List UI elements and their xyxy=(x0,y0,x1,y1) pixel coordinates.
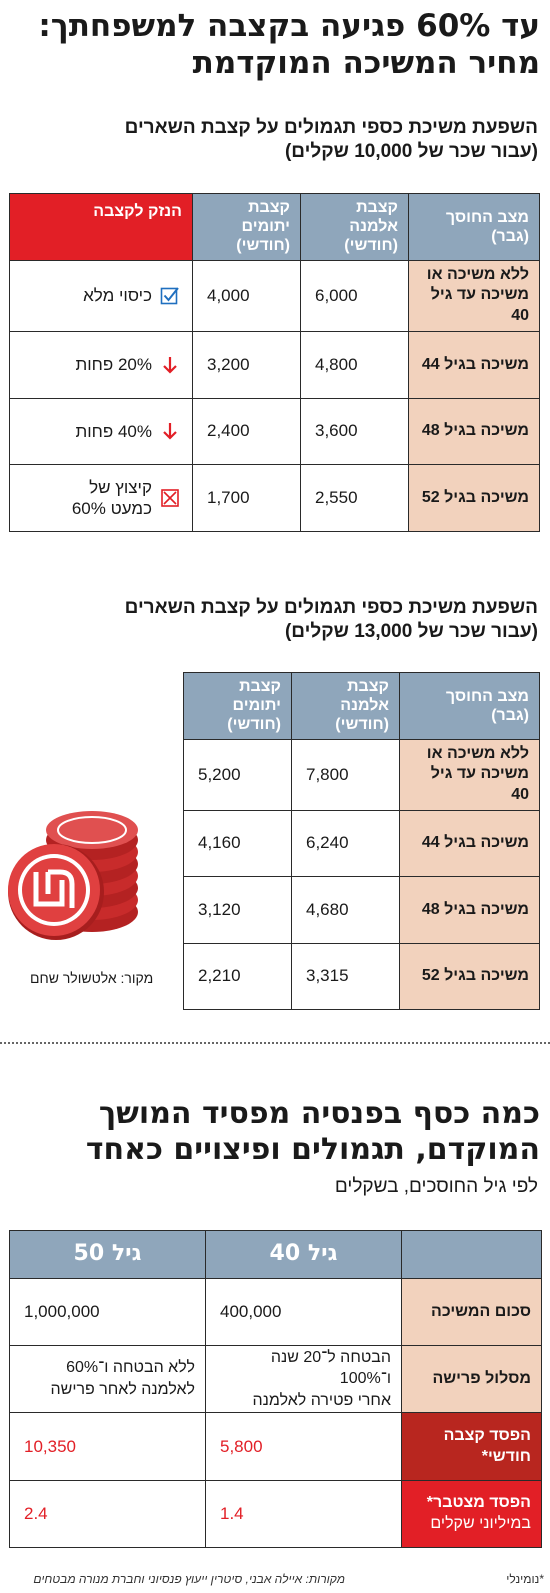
monthly-loss-age50: 10,350 xyxy=(9,1412,206,1481)
widow-value: 4,680 xyxy=(291,875,400,944)
track-label: מסלול פרישה xyxy=(401,1345,542,1413)
track-age40: הבטחה ל־20 שנה ו־100% אחרי פטירה לאלמנה xyxy=(205,1345,402,1413)
damage-text: כיסוי מלא xyxy=(83,286,152,306)
table1: מצב החוסך (גבר) קצבת אלמנה (חודשי) קצבת ית… xyxy=(9,193,540,532)
orphans-value: 4,000 xyxy=(192,259,301,332)
footer-sources: מקורות: איילה אבני, סיטרין ייעוץ פנסיוני… xyxy=(33,1572,345,1586)
table3-header-age40: גיל 40 xyxy=(205,1230,402,1279)
table1-subtitle: השפעת משיכת כספי תגמולים על קצבת השארים … xyxy=(10,116,538,164)
row-status: משיכה בגיל 48 xyxy=(399,875,540,944)
main-title: עד 60% פגיעה בקצבה למשפחתך: מחיר המשיכה … xyxy=(10,8,540,82)
table2-subtitle-line2: (עבור שכר של 13,000 שקלים) xyxy=(284,620,538,642)
damage-cell: 40% פחות xyxy=(9,397,193,465)
section3-subtitle: לפי גיל החוסכים, בשקלים xyxy=(334,1176,538,1197)
table1-subtitle-line1: השפעת משיכת כספי תגמולים על קצבת השארים xyxy=(124,117,538,138)
widow-value: 2,550 xyxy=(300,463,409,532)
cumulative-loss-label: הפסד מצטבר* במיליוני שקלים xyxy=(401,1480,542,1548)
table3: גיל 40 גיל 50 סכום המשיכה 400,000 1,000,… xyxy=(9,1230,542,1548)
track-age50: ללא הבטחה ו־60% לאלמנה לאחר פרישה xyxy=(9,1345,206,1413)
main-title-line2: מחיר המשיכה המוקדמת xyxy=(192,45,540,82)
footer-note: *נומינלי xyxy=(506,1572,544,1586)
table2-header-status: מצב החוסך (גבר) xyxy=(399,672,540,740)
orphans-value: 4,160 xyxy=(183,809,292,877)
table1-header-row: מצב החוסך (גבר) קצבת אלמנה (חודשי) קצבת ית… xyxy=(9,193,540,261)
table2-subtitle-line1: השפעת משיכת כספי תגמולים על קצבת השארים xyxy=(124,597,538,618)
amount-label: סכום המשיכה xyxy=(401,1278,542,1346)
monthly-loss-label: הפסד קצבה חודשי* xyxy=(401,1412,542,1481)
table-row: הפסד קצבה חודשי* 5,800 10,350 xyxy=(9,1412,542,1481)
section3-title-line1: כמה כסף בפנסיה מפסיד המושך xyxy=(98,1096,540,1131)
monthly-loss-age40: 5,800 xyxy=(205,1412,402,1481)
damage-text: 20% פחות xyxy=(75,355,152,375)
table3-header-age50: גיל 50 xyxy=(9,1230,206,1279)
table2-header-row: מצב החוסך (גבר) קצבת אלמנה (חודשי) קצבת ית… xyxy=(183,672,540,740)
section3-title-line2: המוקדם, תגמולים ופיצויים כאחד xyxy=(85,1132,540,1167)
row-status: משיכה בגיל 52 xyxy=(399,942,540,1010)
table-row: משיכה בגיל 48 4,680 3,120 xyxy=(183,875,540,944)
table-row: משיכה בגיל 44 4,800 3,200 20% פחות xyxy=(9,330,540,399)
table-row: משיכה בגיל 48 3,600 2,400 40% פחות xyxy=(9,397,540,465)
orphans-value: 1,700 xyxy=(192,463,301,532)
table3-header-empty xyxy=(401,1230,542,1279)
orphans-value: 5,200 xyxy=(183,738,292,811)
table-row: מסלול פרישה הבטחה ל־20 שנה ו־100% אחרי פט… xyxy=(9,1345,542,1413)
table-row: סכום המשיכה 400,000 1,000,000 xyxy=(9,1278,542,1346)
row-status: ללא משיכה או משיכה עד גיל 40 xyxy=(399,738,540,811)
orphans-value: 2,210 xyxy=(183,942,292,1010)
down-arrow-icon xyxy=(163,423,177,441)
table1-header-status: מצב החוסך (גבר) xyxy=(408,193,540,261)
table2-source: מקור: אלטשולר שחם xyxy=(30,970,154,986)
table-row: ללא משיכה או משיכה עד גיל 40 6,000 4,000 … xyxy=(9,259,540,332)
widow-value: 3,315 xyxy=(291,942,400,1010)
amount-age50: 1,000,000 xyxy=(9,1278,206,1346)
table2-header-orphans: קצבת יתומים (חודשי) xyxy=(183,672,292,740)
table-row: משיכה בגיל 52 2,550 1,700 קיצוץ של כמעט 6… xyxy=(9,463,540,532)
damage-cell: כיסוי מלא xyxy=(9,259,193,332)
widow-value: 3,600 xyxy=(300,397,409,465)
shekel-coins-icon xyxy=(8,811,138,940)
damage-text: 40% פחות xyxy=(75,421,152,441)
widow-value: 4,800 xyxy=(300,330,409,399)
widow-value: 7,800 xyxy=(291,738,400,811)
orphans-value: 3,120 xyxy=(183,875,292,944)
orphans-value: 3,200 xyxy=(192,330,301,399)
table-row: משיכה בגיל 52 3,315 2,210 xyxy=(183,942,540,1010)
row-status: משיכה בגיל 44 xyxy=(408,330,540,399)
amount-age40: 400,000 xyxy=(205,1278,402,1346)
row-status: ללא משיכה או משיכה עד גיל 40 xyxy=(408,259,540,332)
table1-header-orphans: קצבת יתומים (חודשי) xyxy=(192,193,301,261)
table2-subtitle: השפעת משיכת כספי תגמולים על קצבת השארים … xyxy=(10,596,538,644)
table-row: משיכה בגיל 44 6,240 4,160 xyxy=(183,809,540,877)
cumulative-loss-age40: 1.4 xyxy=(205,1480,402,1548)
checkbox-check-icon xyxy=(160,287,179,305)
damage-text: קיצוץ של כמעט 60% xyxy=(71,477,152,518)
cumulative-loss-age50: 2.4 xyxy=(9,1480,206,1548)
checkbox-x-icon xyxy=(161,489,179,507)
damage-cell: 20% פחות xyxy=(9,330,193,399)
row-status: משיכה בגיל 44 xyxy=(399,809,540,877)
main-title-line1: עד 60% פגיעה בקצבה למשפחתך: xyxy=(38,8,540,44)
table-row: הפסד מצטבר* במיליוני שקלים 1.4 2.4 xyxy=(9,1480,542,1548)
row-status: משיכה בגיל 48 xyxy=(408,397,540,465)
orphans-value: 2,400 xyxy=(192,397,301,465)
row-status: משיכה בגיל 52 xyxy=(408,463,540,532)
table1-subtitle-line2: (עבור שכר של 10,000 שקלים) xyxy=(284,140,538,162)
coin-front xyxy=(8,844,104,940)
widow-value: 6,000 xyxy=(300,259,409,332)
table2: מצב החוסך (גבר) קצבת אלמנה (חודשי) קצבת ית… xyxy=(183,672,540,1010)
table-row: ללא משיכה או משיכה עד גיל 40 7,800 5,200 xyxy=(183,738,540,811)
widow-value: 6,240 xyxy=(291,809,400,877)
table3-header-row: גיל 40 גיל 50 xyxy=(9,1230,542,1279)
section3-title: כמה כסף בפנסיה מפסיד המושך המוקדם, תגמול… xyxy=(10,1096,540,1168)
table1-header-widow: קצבת אלמנה (חודשי) xyxy=(300,193,409,261)
damage-cell: קיצוץ של כמעט 60% xyxy=(9,463,193,532)
table1-header-damage: הנזק לקצבה xyxy=(9,193,193,261)
section-divider xyxy=(0,1042,550,1044)
down-arrow-icon xyxy=(163,356,177,374)
table2-header-widow: קצבת אלמנה (חודשי) xyxy=(291,672,400,740)
